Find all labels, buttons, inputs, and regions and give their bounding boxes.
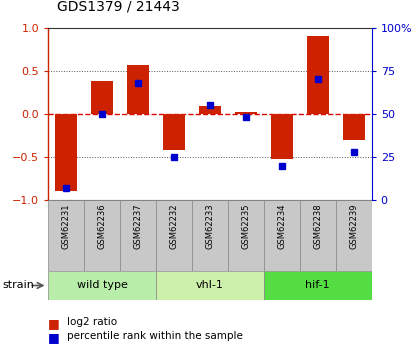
Bar [300, 200, 336, 271]
Text: hif-1: hif-1 [305, 280, 330, 290]
Text: ■: ■ [48, 317, 60, 331]
Text: GSM62234: GSM62234 [277, 204, 286, 249]
Bar [120, 200, 156, 271]
Bar [235, 112, 257, 114]
Text: GSM62236: GSM62236 [98, 204, 107, 249]
Bar [271, 114, 293, 159]
Bar [84, 200, 120, 271]
Bar [127, 65, 149, 114]
Bar [336, 200, 372, 271]
Text: GSM62231: GSM62231 [62, 204, 71, 249]
Bar [264, 200, 300, 271]
Text: percentile rank within the sample: percentile rank within the sample [67, 331, 243, 341]
Bar [48, 200, 84, 271]
Text: strain: strain [2, 280, 34, 290]
Bar [192, 200, 228, 271]
Text: wild type: wild type [77, 280, 128, 290]
Bar [228, 200, 264, 271]
Bar [55, 114, 77, 191]
Text: GDS1379 / 21443: GDS1379 / 21443 [57, 0, 179, 14]
Text: GSM62232: GSM62232 [170, 204, 178, 249]
Text: GSM62233: GSM62233 [205, 204, 215, 249]
Text: GSM62235: GSM62235 [241, 204, 250, 249]
Bar [92, 81, 113, 114]
Bar [264, 271, 372, 300]
Bar [156, 200, 192, 271]
Text: GSM62237: GSM62237 [134, 204, 143, 249]
Text: vhl-1: vhl-1 [196, 280, 224, 290]
Text: GSM62239: GSM62239 [349, 204, 358, 249]
Text: ■: ■ [48, 331, 60, 344]
Bar [48, 271, 156, 300]
Text: GSM62238: GSM62238 [313, 204, 322, 249]
Bar [199, 106, 221, 114]
Bar [307, 36, 328, 114]
Bar [163, 114, 185, 150]
Bar [156, 271, 264, 300]
Text: log2 ratio: log2 ratio [67, 317, 117, 327]
Bar [343, 114, 365, 140]
